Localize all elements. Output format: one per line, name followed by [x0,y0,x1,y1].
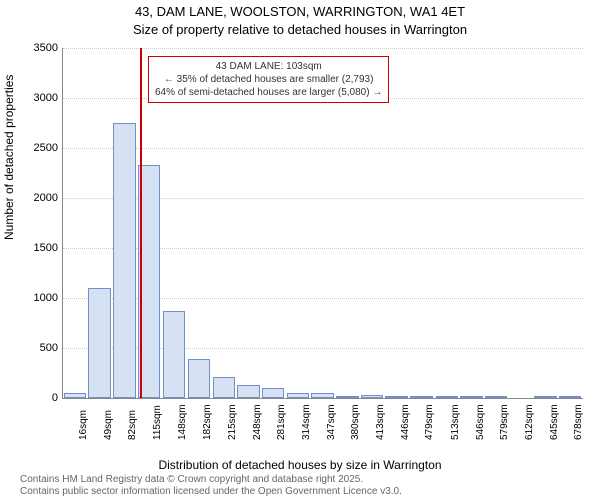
annotation-line1: 43 DAM LANE: 103sqm [155,60,382,73]
y-tick-label: 2000 [28,192,58,204]
x-tick-label: 579sqm [499,404,510,440]
y-tick-label: 3000 [28,92,58,104]
annotation-box: 43 DAM LANE: 103sqm← 35% of detached hou… [148,56,389,103]
histogram-bar [361,395,383,399]
x-tick-label: 49sqm [103,410,114,440]
y-tick-label: 500 [28,342,58,354]
footer-line2: Contains public sector information licen… [20,486,402,498]
x-tick-label: 446sqm [400,404,411,440]
histogram-bar [113,123,135,398]
footer-attribution: Contains HM Land Registry data © Crown c… [20,474,402,498]
property-size-chart: 43, DAM LANE, WOOLSTON, WARRINGTON, WA1 … [0,0,600,500]
x-axis-label: Distribution of detached houses by size … [0,458,600,472]
x-tick-label: 479sqm [424,404,435,440]
histogram-bar [485,396,507,398]
histogram-bar [188,359,210,398]
y-tick-label: 1000 [28,292,58,304]
x-tick-label: 281sqm [276,404,287,440]
x-tick-label: 413sqm [375,404,386,440]
histogram-bar [213,377,235,398]
histogram-bar [64,393,86,399]
footer-line1: Contains HM Land Registry data © Crown c… [20,474,402,486]
histogram-bar [311,393,333,398]
histogram-bar [163,311,185,398]
y-tick-label: 3500 [28,42,58,54]
plot-area: 43 DAM LANE: 103sqm← 35% of detached hou… [62,48,583,399]
chart-title-line2: Size of property relative to detached ho… [0,22,600,37]
x-tick-label: 314sqm [301,404,312,440]
histogram-bar [385,396,407,398]
histogram-bar [436,396,458,398]
histogram-bar [262,388,284,398]
x-tick-label: 16sqm [78,410,89,440]
x-tick-label: 82sqm [127,410,138,440]
x-tick-label: 380sqm [350,404,361,440]
histogram-bar [410,396,432,398]
x-tick-label: 115sqm [152,405,163,440]
annotation-line3: 64% of semi-detached houses are larger (… [155,86,382,99]
x-tick-label: 347sqm [326,404,337,440]
y-tick-label: 2500 [28,142,58,154]
x-tick-label: 248sqm [252,404,263,440]
x-tick-label: 148sqm [177,404,188,440]
x-tick-label: 182sqm [202,404,213,440]
property-marker-line [140,48,142,398]
annotation-line2: ← 35% of detached houses are smaller (2,… [155,73,382,86]
x-tick-label: 678sqm [573,404,584,440]
x-tick-label: 513sqm [450,404,461,440]
x-tick-label: 546sqm [475,404,486,440]
x-tick-label: 645sqm [549,404,560,440]
histogram-bar [460,396,482,398]
histogram-bar [88,288,110,398]
histogram-bar [559,396,581,398]
y-axis-label: Number of detached properties [2,75,16,240]
x-tick-label: 215sqm [227,404,238,440]
histogram-bar [336,396,358,398]
y-tick-label: 0 [28,392,58,404]
chart-title-line1: 43, DAM LANE, WOOLSTON, WARRINGTON, WA1 … [0,4,600,19]
histogram-bar [237,385,259,398]
histogram-bar [534,396,556,398]
histogram-bar [287,393,309,399]
x-tick-label: 612sqm [524,404,535,440]
y-tick-label: 1500 [28,242,58,254]
